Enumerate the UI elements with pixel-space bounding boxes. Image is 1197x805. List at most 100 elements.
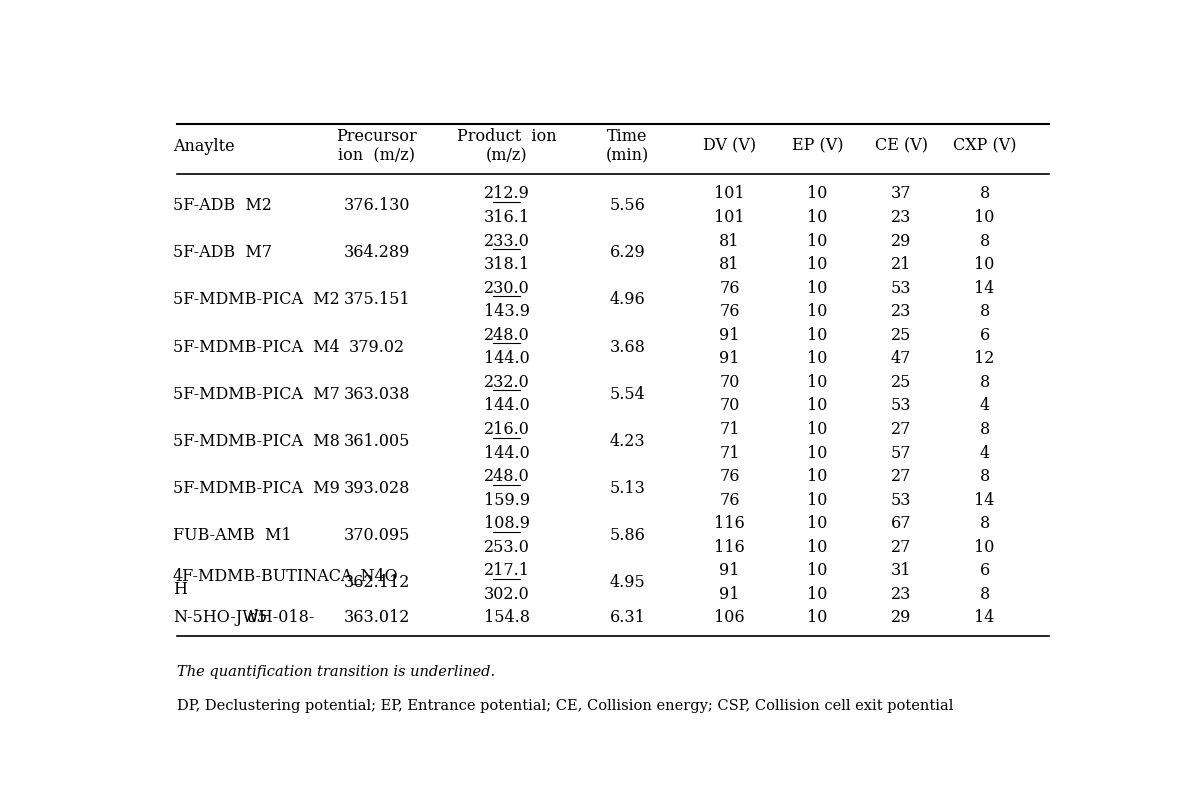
Text: 363.012: 363.012	[344, 609, 411, 626]
Text: The quantification transition is underlined.: The quantification transition is underli…	[177, 665, 496, 679]
Text: 3.68: 3.68	[609, 339, 645, 356]
Text: 10: 10	[807, 209, 828, 226]
Text: 10: 10	[807, 303, 828, 320]
Text: 91: 91	[719, 562, 740, 580]
Text: 4.96: 4.96	[609, 291, 645, 308]
Text: 108.9: 108.9	[484, 515, 530, 532]
Text: 362.112: 362.112	[344, 574, 411, 591]
Text: 6.31: 6.31	[609, 609, 645, 626]
Text: 8: 8	[979, 233, 990, 250]
Text: 8: 8	[979, 421, 990, 438]
Text: 10: 10	[974, 539, 995, 555]
Text: 6: 6	[979, 562, 990, 580]
Text: 10: 10	[807, 562, 828, 580]
Text: 12: 12	[974, 350, 995, 367]
Text: 6.29: 6.29	[609, 244, 645, 262]
Text: 10: 10	[807, 468, 828, 485]
Text: 8: 8	[979, 515, 990, 532]
Text: 8: 8	[979, 374, 990, 391]
Text: 23: 23	[891, 303, 911, 320]
Text: 253.0: 253.0	[484, 539, 530, 555]
Text: 5F-MDMB-PICA  M4: 5F-MDMB-PICA M4	[172, 339, 340, 356]
Text: 29: 29	[891, 233, 911, 250]
Text: 27: 27	[891, 421, 911, 438]
Text: 8: 8	[979, 586, 990, 603]
Text: CXP (V): CXP (V)	[953, 138, 1016, 155]
Text: 10: 10	[807, 256, 828, 273]
Text: 14: 14	[974, 609, 995, 626]
Text: 71: 71	[719, 421, 740, 438]
Text: 316.1: 316.1	[484, 209, 530, 226]
Text: 25: 25	[891, 374, 911, 391]
Text: 53: 53	[891, 279, 911, 296]
Text: 76: 76	[719, 303, 740, 320]
Text: 14: 14	[974, 279, 995, 296]
Text: 5.86: 5.86	[609, 527, 645, 544]
Text: N-5HO-JWH-018-: N-5HO-JWH-018-	[172, 609, 314, 626]
Text: 31: 31	[891, 562, 911, 580]
Text: 23: 23	[891, 209, 911, 226]
Text: Anaylte: Anaylte	[172, 138, 235, 155]
Text: 5F-MDMB-PICA  M7: 5F-MDMB-PICA M7	[172, 386, 340, 402]
Text: DV (V): DV (V)	[703, 138, 757, 155]
Text: 37: 37	[891, 185, 911, 202]
Text: 10: 10	[807, 279, 828, 296]
Text: 91: 91	[719, 586, 740, 603]
Text: 70: 70	[719, 398, 740, 415]
Text: 10: 10	[974, 256, 995, 273]
Text: 6: 6	[979, 327, 990, 344]
Text: 25: 25	[891, 327, 911, 344]
Text: DP, Declustering potential; EP, Entrance potential; CE, Collision energy; CSP, C: DP, Declustering potential; EP, Entrance…	[177, 699, 954, 713]
Text: 363.038: 363.038	[344, 386, 411, 402]
Text: 143.9: 143.9	[484, 303, 530, 320]
Text: 106: 106	[715, 609, 745, 626]
Text: 248.0: 248.0	[484, 468, 529, 485]
Text: 10: 10	[807, 398, 828, 415]
Text: 91: 91	[719, 350, 740, 367]
Text: d5: d5	[248, 609, 268, 626]
Text: H: H	[172, 581, 187, 598]
Text: 5.54: 5.54	[609, 386, 645, 402]
Text: 144.0: 144.0	[484, 398, 529, 415]
Text: 4: 4	[979, 444, 990, 461]
Text: 5.13: 5.13	[609, 480, 645, 497]
Text: 318.1: 318.1	[484, 256, 530, 273]
Text: 116: 116	[715, 515, 745, 532]
Text: 21: 21	[891, 256, 911, 273]
Text: 4.23: 4.23	[609, 433, 645, 450]
Text: Product  ion
(m/z): Product ion (m/z)	[457, 128, 557, 164]
Text: 10: 10	[807, 421, 828, 438]
Text: 10: 10	[807, 539, 828, 555]
Text: 81: 81	[719, 256, 740, 273]
Text: 47: 47	[891, 350, 911, 367]
Text: 379.02: 379.02	[348, 339, 405, 356]
Text: FUB-AMB  M1: FUB-AMB M1	[172, 527, 291, 544]
Text: 10: 10	[807, 350, 828, 367]
Text: 4: 4	[979, 398, 990, 415]
Text: 14: 14	[974, 492, 995, 509]
Text: 4.95: 4.95	[609, 574, 645, 591]
Text: Time
(min): Time (min)	[606, 128, 649, 164]
Text: 212.9: 212.9	[484, 185, 530, 202]
Text: 154.8: 154.8	[484, 609, 530, 626]
Text: 217.1: 217.1	[484, 562, 530, 580]
Text: 116: 116	[715, 539, 745, 555]
Text: 5F-MDMB-PICA  M8: 5F-MDMB-PICA M8	[172, 433, 340, 450]
Text: 8: 8	[979, 468, 990, 485]
Text: 376.130: 376.130	[344, 197, 411, 214]
Text: 27: 27	[891, 468, 911, 485]
Text: 70: 70	[719, 374, 740, 391]
Text: 230.0: 230.0	[484, 279, 529, 296]
Text: 23: 23	[891, 586, 911, 603]
Text: 76: 76	[719, 492, 740, 509]
Text: 10: 10	[807, 444, 828, 461]
Text: 393.028: 393.028	[344, 480, 411, 497]
Text: CE (V): CE (V)	[875, 138, 928, 155]
Text: Precursor
ion  (m/z): Precursor ion (m/z)	[336, 128, 418, 164]
Text: 81: 81	[719, 233, 740, 250]
Text: 5.56: 5.56	[609, 197, 645, 214]
Text: 27: 27	[891, 539, 911, 555]
Text: 233.0: 233.0	[484, 233, 530, 250]
Text: 10: 10	[807, 327, 828, 344]
Text: 29: 29	[891, 609, 911, 626]
